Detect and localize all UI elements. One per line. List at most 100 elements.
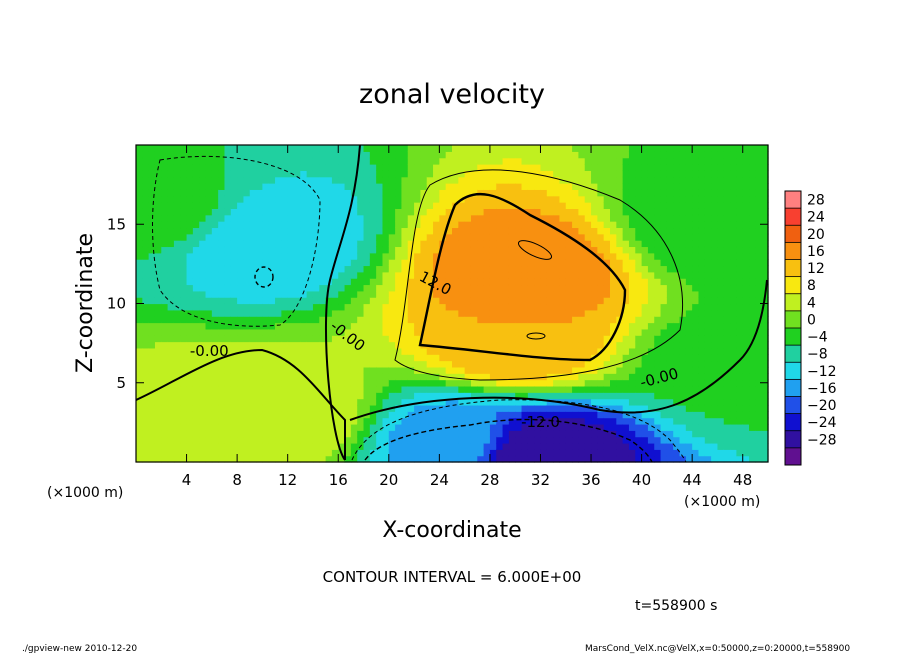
field-cell (148, 208, 156, 216)
field-cell (730, 417, 737, 425)
field-cell (173, 366, 181, 374)
field-cell (445, 145, 453, 152)
field-cell (761, 417, 769, 425)
field-cell (540, 366, 548, 374)
field-cell (685, 411, 693, 419)
field-cell (489, 246, 497, 254)
field-cell (679, 189, 687, 197)
field-cell (749, 246, 756, 254)
field-cell (610, 252, 617, 260)
field-cell (730, 145, 737, 152)
field-cell (546, 176, 554, 184)
field-cell (445, 221, 453, 229)
field-cell (749, 341, 756, 349)
field-cell (237, 449, 245, 457)
field-cell (262, 328, 270, 336)
field-cell (218, 423, 226, 431)
field-cell (622, 240, 630, 248)
field-cell (218, 183, 226, 190)
field-cell (445, 303, 453, 311)
field-cell (306, 227, 314, 235)
field-cell (565, 189, 573, 197)
field-cell (698, 430, 706, 438)
field-cell (281, 316, 289, 324)
field-cell (414, 297, 421, 305)
field-cell (186, 354, 194, 362)
field-cell (350, 423, 358, 431)
field-cell (407, 290, 415, 298)
field-cell (401, 202, 409, 209)
field-cell (294, 455, 301, 463)
field-cell (407, 379, 415, 387)
field-cell (572, 227, 579, 235)
field-cell (591, 347, 598, 355)
field-cell (420, 297, 428, 305)
field-cell (420, 442, 428, 450)
field-cell (692, 411, 700, 419)
field-cell (559, 335, 567, 343)
field-cell (331, 202, 339, 209)
field-cell (338, 423, 346, 431)
field-cell (173, 316, 181, 324)
field-cell (401, 278, 409, 286)
field-cell (256, 240, 263, 248)
field-cell (515, 322, 523, 330)
field-cell (673, 164, 681, 171)
field-cell (452, 392, 459, 400)
field-cell (325, 170, 333, 178)
field-cell (742, 366, 750, 374)
field-cell (458, 341, 466, 349)
field-cell (717, 423, 725, 431)
field-cell (477, 309, 485, 317)
field-cell (679, 316, 687, 324)
field-cell (698, 151, 706, 159)
field-cell (603, 240, 611, 248)
field-cell (534, 442, 542, 450)
field-cell (477, 221, 485, 229)
field-cell (711, 430, 719, 438)
field-cell (698, 398, 706, 406)
field-cell (382, 430, 390, 438)
field-cell (717, 430, 725, 438)
field-cell (312, 214, 320, 222)
field-cell (610, 271, 617, 279)
field-cell (148, 259, 156, 267)
field-cell (736, 398, 744, 406)
field-cell (647, 195, 655, 203)
field-cell (237, 259, 245, 267)
field-cell (312, 189, 320, 197)
field-cell (312, 335, 320, 343)
field-cell (515, 303, 523, 311)
field-cell (319, 246, 327, 254)
field-cell (369, 303, 377, 311)
field-cell (439, 284, 447, 292)
field-cell (755, 373, 763, 381)
field-cell (401, 411, 409, 419)
field-cell (673, 328, 681, 336)
field-cell (527, 373, 535, 381)
field-cell (546, 170, 554, 178)
field-cell (281, 335, 289, 343)
field-cell (294, 284, 301, 292)
field-cell (572, 423, 579, 431)
field-cell (426, 170, 434, 178)
field-cell (464, 233, 472, 241)
field-cell (458, 252, 466, 260)
field-cell (319, 297, 327, 305)
field-cell (224, 449, 232, 457)
field-cell (622, 385, 630, 393)
field-cell (407, 278, 415, 286)
field-cell (673, 170, 681, 178)
field-cell (749, 271, 756, 279)
field-cell (470, 373, 478, 381)
field-cell (262, 183, 270, 190)
field-cell (306, 145, 314, 152)
field-cell (540, 221, 548, 229)
field-cell (439, 417, 447, 425)
field-cell (464, 449, 472, 457)
field-cell (622, 189, 630, 197)
field-cell (572, 252, 579, 260)
field-cell (458, 221, 466, 229)
field-cell (584, 297, 592, 305)
field-cell (521, 392, 529, 400)
